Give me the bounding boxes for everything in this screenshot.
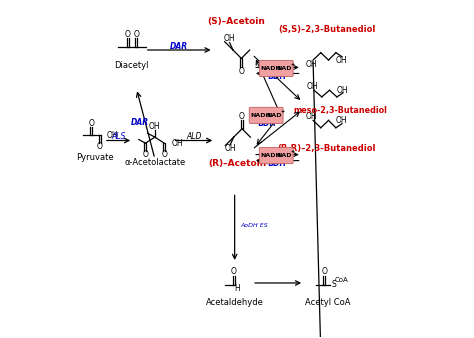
Text: O: O — [134, 30, 139, 39]
Text: O: O — [88, 119, 94, 127]
FancyBboxPatch shape — [259, 148, 293, 164]
Text: OH: OH — [149, 122, 161, 131]
Text: NAD: NAD — [267, 113, 283, 118]
Text: (S)–Acetoin: (S)–Acetoin — [208, 17, 265, 26]
Text: OH: OH — [306, 59, 317, 69]
Text: DAR: DAR — [170, 42, 188, 51]
Text: +: + — [291, 62, 295, 67]
Text: O: O — [238, 67, 244, 76]
Text: Acetaldehyde: Acetaldehyde — [206, 297, 264, 307]
Text: NAD: NAD — [277, 66, 292, 71]
Text: OH: OH — [336, 55, 347, 65]
Text: O: O — [97, 142, 102, 150]
Text: BDH: BDH — [257, 119, 275, 128]
Text: CoA: CoA — [334, 277, 348, 283]
Text: Diacetyl: Diacetyl — [114, 61, 149, 70]
Text: ALD: ALD — [186, 132, 202, 141]
Text: O: O — [239, 112, 245, 121]
Text: OH: OH — [307, 82, 319, 91]
Text: OH: OH — [225, 144, 236, 153]
Text: α-Acetolactate: α-Acetolactate — [124, 158, 185, 167]
FancyBboxPatch shape — [259, 61, 293, 76]
Text: O: O — [143, 150, 148, 159]
Text: (S,S)–2,3-Butanediol: (S,S)–2,3-Butanediol — [278, 25, 375, 34]
Text: NADH: NADH — [261, 66, 282, 71]
Text: OH: OH — [306, 112, 317, 121]
Text: O: O — [321, 267, 327, 276]
Text: DAR: DAR — [131, 118, 149, 126]
Text: (R)–Acetoin: (R)–Acetoin — [208, 160, 266, 168]
Text: OH: OH — [336, 116, 347, 125]
Text: meso-2,3-Butanediol: meso-2,3-Butanediol — [293, 106, 387, 115]
FancyBboxPatch shape — [249, 107, 283, 123]
Text: BDH: BDH — [267, 72, 285, 81]
Text: +: + — [281, 109, 285, 114]
Text: NADH: NADH — [251, 113, 272, 118]
Text: ALS: ALS — [111, 132, 126, 141]
Text: NADH: NADH — [261, 153, 282, 158]
Text: BDH: BDH — [267, 159, 285, 168]
Text: Pyruvate: Pyruvate — [76, 153, 113, 162]
Text: +: + — [291, 149, 295, 154]
Text: OH: OH — [107, 131, 118, 140]
Text: AoDH ES: AoDH ES — [240, 223, 268, 228]
Text: H: H — [234, 284, 240, 293]
Text: O: O — [231, 267, 237, 276]
Text: Acetyl CoA: Acetyl CoA — [305, 297, 350, 307]
Text: NAD: NAD — [277, 153, 292, 158]
Text: (R,R)–2,3-Butanediol: (R,R)–2,3-Butanediol — [277, 144, 376, 153]
Text: OH: OH — [172, 139, 183, 148]
Text: OH: OH — [224, 34, 236, 43]
Text: O: O — [125, 30, 131, 39]
Text: OH: OH — [337, 86, 348, 95]
Text: O: O — [161, 150, 167, 159]
Text: S: S — [331, 280, 336, 289]
